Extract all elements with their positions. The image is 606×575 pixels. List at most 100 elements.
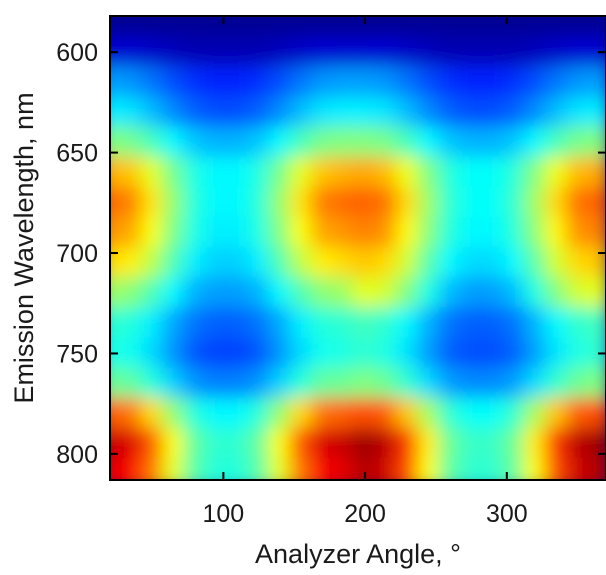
heatmap-cell: [544, 186, 569, 219]
heatmap-cell: [162, 16, 186, 39]
heatmap-cell: [566, 36, 590, 69]
heatmap-cells: [110, 16, 606, 480]
heatmap-cell: [395, 427, 420, 460]
heatmap-cell: [438, 96, 462, 129]
heatmap-cell: [502, 186, 526, 219]
heatmap-cell: [162, 66, 186, 99]
heatmap-cell: [268, 186, 292, 219]
heatmap-cell: [544, 367, 569, 400]
heatmap-cell: [110, 367, 122, 400]
heatmap-cell: [544, 277, 569, 310]
heatmap-cell: [225, 277, 250, 310]
heatmap-cell: [523, 427, 547, 460]
heatmap-cell: [247, 36, 271, 69]
heatmap-cell: [332, 16, 356, 39]
heatmap-cell: [587, 216, 606, 249]
heatmap-cell: [119, 36, 143, 69]
y-tick-label: 750: [56, 340, 98, 368]
heatmap-cell: [310, 307, 335, 340]
y-tick-label: 700: [56, 240, 98, 268]
heatmap-cell: [417, 66, 441, 99]
heatmap-cell: [374, 307, 398, 340]
heatmap-cell: [140, 216, 165, 249]
heatmap-cell: [310, 277, 335, 310]
heatmap-cell: [247, 216, 271, 249]
heatmap-cell: [140, 457, 165, 480]
heatmap-cell: [587, 247, 606, 280]
heatmap-cell: [395, 186, 420, 219]
heatmap-cell: [268, 16, 292, 39]
heatmap-cell: [183, 96, 207, 129]
heatmap-cell: [247, 397, 271, 430]
heatmap-cell: [438, 126, 462, 159]
heatmap-cell: [417, 397, 441, 430]
heatmap-cell: [587, 457, 606, 480]
heatmap-cell: [587, 16, 606, 39]
heatmap-cell: [353, 427, 377, 460]
heatmap-cell: [523, 126, 547, 159]
heatmap-cell: [544, 427, 569, 460]
heatmap-cell: [353, 156, 377, 189]
heatmap-cell: [110, 397, 122, 430]
heatmap-cell: [587, 156, 606, 189]
heatmap-cell: [459, 126, 483, 159]
heatmap-cell: [268, 367, 292, 400]
heatmap-cell: [459, 36, 483, 69]
heatmap-cell: [587, 367, 606, 400]
heatmap-cell: [247, 126, 271, 159]
heatmap-cell: [310, 16, 335, 39]
heatmap-cell: [183, 427, 207, 460]
heatmap-cell: [481, 96, 505, 129]
heatmap-cell: [310, 96, 335, 129]
heatmap-cell: [140, 156, 165, 189]
heatmap-cell: [353, 216, 377, 249]
heatmap-cell: [183, 66, 207, 99]
heatmap-cell: [523, 337, 547, 370]
heatmap-cell: [183, 397, 207, 430]
heatmap-cell: [183, 126, 207, 159]
heatmap-cell: [119, 216, 143, 249]
heatmap-cell: [374, 186, 398, 219]
heatmap-cell: [162, 397, 186, 430]
heatmap-cell: [119, 156, 143, 189]
heatmap-cell: [481, 186, 505, 219]
heatmap-cell: [566, 186, 590, 219]
heatmap-cell: [247, 16, 271, 39]
heatmap-cell: [502, 457, 526, 480]
heatmap-cell: [247, 66, 271, 99]
heatmap-cell: [395, 96, 420, 129]
y-tick-label: 800: [56, 441, 98, 469]
heatmap-cell: [247, 427, 271, 460]
heatmap-cell: [481, 247, 505, 280]
heatmap-cell: [289, 397, 313, 430]
heatmap-cell: [204, 36, 228, 69]
heatmap-cell: [183, 457, 207, 480]
heatmap-cell: [566, 126, 590, 159]
heatmap-cell: [395, 156, 420, 189]
heatmap-cell: [523, 277, 547, 310]
heatmap-cell: [438, 427, 462, 460]
heatmap-cell: [204, 307, 228, 340]
heatmap-cell: [110, 277, 122, 310]
heatmap-cell: [566, 307, 590, 340]
heatmap-cell: [110, 186, 122, 219]
heatmap-cell: [332, 247, 356, 280]
heatmap-cell: [417, 367, 441, 400]
heatmap-cell: [523, 307, 547, 340]
x-tick-label: 300: [486, 500, 528, 528]
heatmap-cell: [459, 367, 483, 400]
heatmap-cell: [587, 307, 606, 340]
heatmap-cell: [332, 307, 356, 340]
heatmap-cell: [204, 397, 228, 430]
heatmap-cell: [481, 156, 505, 189]
heatmap-cell: [332, 397, 356, 430]
heatmap-cell: [438, 337, 462, 370]
heatmap-cell: [353, 277, 377, 310]
heatmap-cell: [438, 186, 462, 219]
heatmap-cell: [268, 216, 292, 249]
heatmap-cell: [310, 337, 335, 370]
heatmap-cell: [417, 247, 441, 280]
heatmap-cell: [481, 216, 505, 249]
heatmap-cell: [459, 307, 483, 340]
heatmap-cell: [395, 16, 420, 39]
